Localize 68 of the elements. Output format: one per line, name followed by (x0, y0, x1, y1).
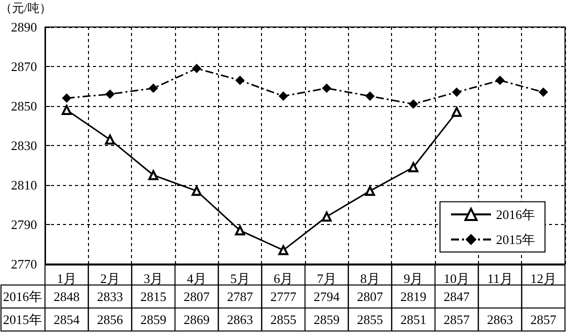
x-tick-label: 11月 (487, 271, 513, 286)
x-tick-label: 12月 (530, 271, 556, 286)
data-label: 2815 (140, 289, 166, 304)
data-label: 2819 (400, 289, 426, 304)
point (106, 90, 114, 99)
point (496, 76, 504, 85)
data-label: 2787 (227, 289, 254, 304)
text: 2015年 (3, 312, 42, 327)
point (148, 170, 158, 180)
point (452, 106, 462, 117)
point (235, 225, 245, 236)
y-tick-label: 2770 (11, 256, 37, 272)
data-label: 2859 (314, 312, 340, 327)
point (322, 212, 332, 222)
point (278, 92, 288, 101)
point (105, 134, 115, 145)
y-tick-label: 2850 (11, 98, 37, 114)
y-tick-label: 2870 (11, 59, 37, 74)
point (62, 104, 72, 115)
x-tick-label: 9月 (404, 271, 424, 286)
data-label: 2863 (227, 312, 253, 327)
data-label: 2855 (357, 312, 383, 327)
data-label: 2833 (97, 289, 123, 304)
point (322, 84, 332, 93)
data-label: 2869 (184, 312, 210, 327)
legend-label: 2016年 (496, 206, 535, 222)
point (538, 88, 548, 97)
data-label: 2854 (54, 312, 80, 327)
data-label: 2847 (444, 289, 470, 304)
x-tick-label: 2月 (100, 271, 120, 286)
x-tick-label: 1月 (56, 271, 76, 286)
data-label: 2807 (184, 289, 210, 304)
x-tick-label: 8月 (360, 271, 380, 286)
point (62, 94, 72, 103)
data-label: 2855 (270, 312, 296, 327)
point (366, 92, 374, 101)
x-tick-label: 4月 (186, 271, 206, 286)
y-tick-label: 2810 (11, 178, 37, 192)
data-label: 2794 (314, 289, 340, 304)
y-tick-label: 2790 (11, 217, 37, 232)
y-tick-label: 2890 (11, 20, 37, 34)
point (408, 100, 418, 109)
text: 2016年 (3, 289, 42, 304)
point (452, 88, 462, 97)
data-label: 2777 (270, 289, 297, 304)
data-label: 2807 (357, 289, 384, 304)
x-tick-label: 7月 (316, 271, 336, 286)
y-axis-title: （元/吨） (0, 1, 52, 15)
data-label: 2856 (97, 312, 124, 327)
point (192, 64, 202, 73)
point (192, 186, 202, 196)
x-tick-label: 5月 (230, 271, 250, 286)
point (408, 162, 418, 172)
legend-label: 2015年 (496, 232, 535, 247)
x-tick-label: 6月 (274, 271, 294, 286)
y-tick-label: 2830 (11, 138, 37, 153)
point (278, 245, 288, 256)
data-label: 2848 (54, 289, 80, 304)
data-label: 2859 (140, 312, 166, 327)
data-label: 2857 (444, 312, 470, 327)
data-label: 2863 (487, 312, 513, 327)
point (236, 76, 244, 85)
point (148, 84, 158, 93)
x-tick-label: 3月 (144, 271, 164, 286)
point (365, 186, 375, 196)
x-tick-label: 10月 (444, 271, 470, 286)
data-label: 2857 (530, 312, 557, 327)
data-label: 2851 (400, 312, 426, 327)
